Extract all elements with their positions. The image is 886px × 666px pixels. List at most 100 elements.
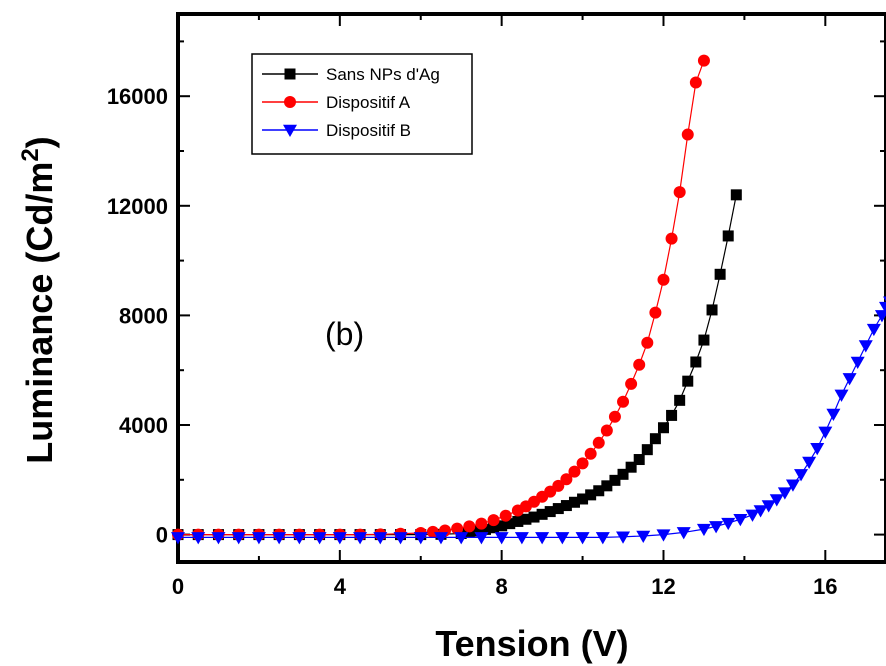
data-point-square [585, 489, 597, 501]
data-point-square [552, 503, 564, 515]
data-point-circle [625, 377, 638, 390]
legend: Sans NPs d'Ag Dispositif A Dispositif B [251, 53, 473, 155]
data-point-square [682, 375, 694, 387]
data-point-square [568, 496, 580, 508]
data-point-triangle [474, 532, 489, 545]
data-point-circle [552, 479, 565, 492]
data-point-triangle [696, 523, 711, 537]
data-point-triangle [733, 514, 748, 527]
y-axis-title-close: ) [19, 136, 60, 148]
data-point-square [471, 525, 483, 537]
x-tick-labels: 0 4 8 12 16 [172, 574, 838, 599]
x-tick-label: 4 [334, 574, 347, 599]
data-point-triangle [676, 527, 691, 540]
data-point-triangle [555, 532, 570, 545]
data-point-triangle [393, 532, 408, 545]
data-point-square [593, 485, 605, 497]
data-point-triangle [874, 310, 886, 323]
data-point-square [488, 522, 500, 534]
data-point-circle [633, 358, 646, 371]
data-point-circle [475, 517, 488, 530]
data-point-square [577, 493, 589, 505]
data-point-square [544, 506, 556, 518]
data-point-triangle [761, 500, 776, 513]
series-sans-nps-d-ag [172, 189, 742, 541]
series-line [178, 194, 737, 536]
data-point-circle [592, 436, 605, 449]
data-point-square [536, 508, 548, 520]
data-point-circle [463, 520, 476, 533]
data-point-triangle [850, 356, 865, 369]
legend-label: Dispositif B [326, 121, 411, 140]
y-tick-label: 16000 [107, 84, 168, 109]
data-point-triangle [191, 532, 206, 545]
data-point-circle [560, 473, 573, 486]
data-point-square [706, 304, 718, 316]
data-point-triangle [866, 323, 881, 337]
data-point-triangle [373, 532, 388, 545]
data-point-triangle [616, 531, 631, 544]
y-axis-title-main: Luminance (Cd/m [19, 162, 60, 464]
data-point-triangle [514, 532, 529, 545]
data-point-triangle [283, 124, 297, 137]
data-point-square [284, 68, 296, 80]
data-point-square [520, 513, 532, 525]
data-point-circle [641, 336, 654, 349]
y-axis-title-superscript: 2 [17, 148, 44, 161]
data-point-triangle [595, 532, 610, 545]
data-point-triangle [745, 509, 760, 522]
legend-item: Sans NPs d'Ag [262, 65, 440, 84]
data-point-square [674, 394, 686, 406]
data-point-circle [689, 76, 702, 89]
data-point-triangle [575, 532, 590, 545]
data-point-circle [657, 273, 670, 286]
data-point-circle [681, 128, 694, 141]
data-point-square [463, 526, 475, 538]
data-point-triangle [251, 532, 266, 545]
data-point-triangle [171, 532, 185, 545]
x-tick-label: 8 [496, 574, 508, 599]
data-point-triangle [721, 517, 736, 531]
data-point-square [633, 454, 645, 466]
data-point-square [641, 444, 653, 456]
data-point-triangle [777, 487, 792, 500]
data-point-square [617, 468, 629, 480]
data-point-triangle [810, 443, 825, 456]
y-tick-label: 8000 [119, 303, 168, 328]
data-point-triangle [312, 532, 327, 545]
data-point-circle [451, 522, 464, 535]
data-point-square [560, 500, 572, 512]
data-point-circle [617, 395, 630, 408]
data-point-circle [576, 457, 589, 470]
x-tick-label: 0 [172, 574, 184, 599]
x-tick-label: 12 [651, 574, 675, 599]
data-point-circle [649, 306, 662, 319]
data-point-square [512, 515, 524, 527]
data-point-circle [487, 514, 500, 527]
data-point-triangle [834, 389, 849, 402]
data-point-square [730, 189, 742, 201]
data-point-triangle [211, 532, 226, 545]
legend-label: Dispositif A [326, 93, 411, 112]
data-point-triangle [272, 532, 287, 545]
panel-annotation: (b) [325, 316, 364, 352]
x-tick-label: 16 [813, 574, 837, 599]
legend-label: Sans NPs d'Ag [326, 65, 440, 84]
data-point-square [690, 356, 702, 368]
y-tick-label: 12000 [107, 194, 168, 219]
data-point-triangle [753, 505, 768, 518]
data-point-triangle [858, 340, 873, 353]
series-layer [171, 54, 886, 545]
data-point-circle [284, 96, 296, 108]
data-point-circle [568, 465, 581, 478]
data-point-circle [600, 424, 613, 437]
data-point-triangle [413, 532, 428, 545]
legend-item: Dispositif B [262, 121, 411, 140]
legend-item: Dispositif A [262, 93, 411, 112]
plot-frame [176, 12, 886, 564]
data-point-triangle [883, 296, 886, 302]
y-tick-labels: 0 4000 8000 12000 16000 [107, 84, 168, 547]
data-point-triangle [709, 521, 724, 534]
data-point-square [714, 268, 726, 280]
